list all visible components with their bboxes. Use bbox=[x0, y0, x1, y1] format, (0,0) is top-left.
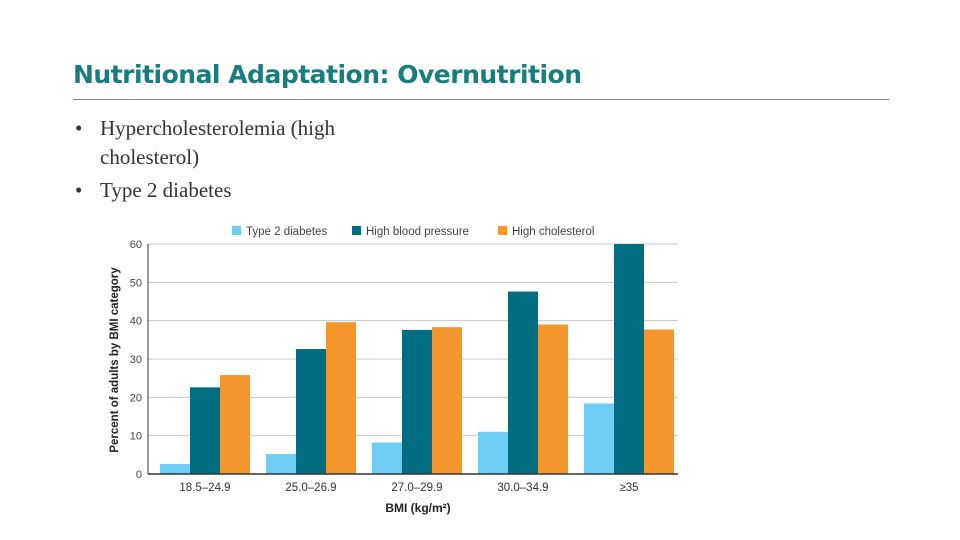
x-tick-label: 27.0–29.9 bbox=[391, 482, 442, 494]
title-divider bbox=[73, 99, 478, 100]
y-axis-label: Percent of adults by BMI category bbox=[109, 267, 121, 453]
bar-type-2-diabetes bbox=[160, 464, 190, 474]
bar-type-2-diabetes bbox=[372, 442, 402, 474]
bar-type-2-diabetes bbox=[266, 454, 296, 474]
y-tick-label: 50 bbox=[130, 277, 142, 289]
bar-high-cholesterol bbox=[538, 324, 568, 474]
y-tick-label: 10 bbox=[130, 431, 142, 443]
legend-label: High cholesterol bbox=[512, 226, 594, 238]
bar-high-blood-pressure bbox=[190, 387, 220, 474]
bar-type-2-diabetes bbox=[584, 403, 614, 474]
bullet-item: • Type 2 diabetes bbox=[75, 178, 232, 202]
y-tick-label: 20 bbox=[130, 392, 142, 404]
x-tick-label: 25.0–26.9 bbox=[285, 482, 336, 494]
bar-high-cholesterol bbox=[326, 322, 356, 474]
x-axis-label: BMI (kg/m²) bbox=[385, 501, 450, 515]
bar-high-blood-pressure bbox=[508, 291, 538, 474]
legend-swatch bbox=[232, 226, 241, 235]
y-tick-label: 30 bbox=[130, 354, 142, 366]
y-tick-label: 60 bbox=[130, 239, 142, 251]
x-tick-label: 30.0–34.9 bbox=[497, 482, 548, 494]
bullet-list: • Hypercholesterolemia (high cholesterol)… bbox=[75, 114, 405, 209]
bullet-item: • Hypercholesterolemia (high cholesterol) bbox=[75, 116, 335, 169]
slide-title: Nutritional Adaptation: Overnutrition bbox=[73, 60, 582, 89]
title-divider-right bbox=[478, 99, 889, 100]
legend-label: High blood pressure bbox=[366, 226, 469, 238]
bar-high-blood-pressure bbox=[614, 244, 644, 474]
legend-swatch bbox=[352, 226, 361, 235]
y-tick-label: 40 bbox=[130, 316, 142, 328]
bar-high-blood-pressure bbox=[296, 349, 326, 474]
y-tick-label: 0 bbox=[136, 469, 142, 481]
x-tick-label: ≥35 bbox=[619, 482, 638, 494]
bar-high-cholesterol bbox=[644, 329, 674, 474]
legend-label: Type 2 diabetes bbox=[246, 226, 327, 238]
bar-high-cholesterol bbox=[432, 327, 462, 474]
bar-high-cholesterol bbox=[220, 375, 250, 474]
bar-type-2-diabetes bbox=[478, 431, 508, 474]
bar-high-blood-pressure bbox=[402, 329, 432, 474]
legend-swatch bbox=[498, 226, 507, 235]
x-tick-label: 18.5–24.9 bbox=[179, 482, 230, 494]
